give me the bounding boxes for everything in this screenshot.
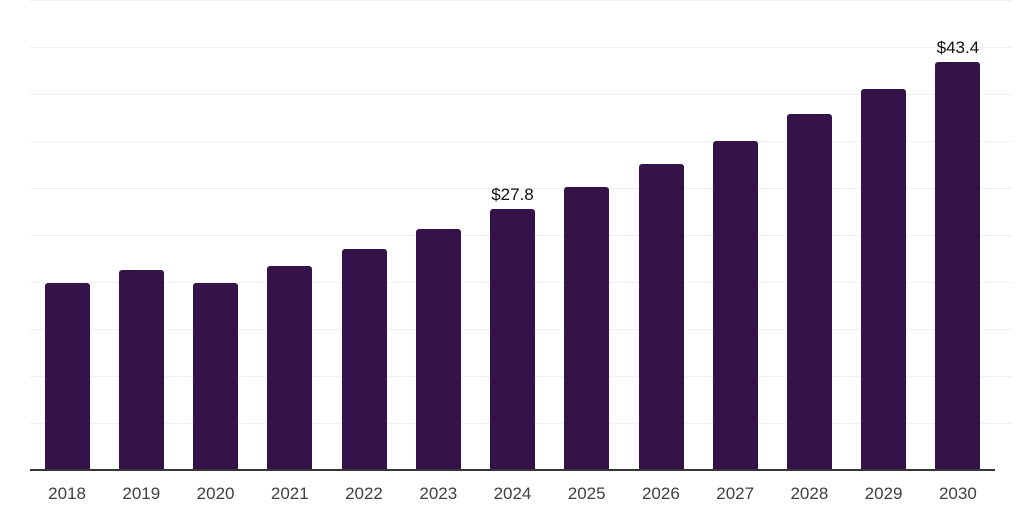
gridline — [30, 0, 1012, 1]
x-tick-label-2029: 2029 — [864, 484, 903, 503]
gridline — [30, 188, 1012, 189]
bar-2027 — [712, 141, 758, 470]
x-tick-label-2026: 2026 — [641, 484, 680, 503]
x-tick-label-2024: 2024 — [493, 484, 532, 503]
x-tick-label-2020: 2020 — [196, 484, 235, 503]
x-tick-label-2022: 2022 — [345, 484, 383, 503]
gridline — [30, 94, 1012, 95]
gridline — [30, 141, 1012, 142]
x-tick-label-2027: 2027 — [716, 484, 755, 503]
data-label-2024: $27.8 — [491, 184, 534, 204]
x-tick-label-2019: 2019 — [122, 484, 161, 503]
bar-2028 — [786, 113, 832, 470]
x-tick-label-2023: 2023 — [419, 484, 458, 503]
x-tick-label-2025: 2025 — [567, 484, 606, 503]
x-axis-line — [30, 469, 995, 471]
bar-2026 — [638, 163, 684, 470]
bar-2024 — [490, 208, 535, 470]
x-tick-label-2021: 2021 — [270, 484, 309, 503]
x-tick-label-2018: 2018 — [48, 484, 86, 503]
bar-2022 — [341, 249, 387, 470]
x-tick-label-2028: 2028 — [790, 484, 829, 503]
bar-2020 — [193, 282, 239, 470]
bar-2029 — [861, 89, 907, 470]
data-label-2030: $43.4 — [936, 38, 980, 58]
bar-2025 — [564, 187, 610, 470]
bar-2018 — [44, 282, 90, 470]
bar-2030 — [935, 62, 981, 470]
bar-2021 — [267, 266, 313, 470]
bar-2023 — [415, 229, 461, 470]
gridline — [30, 47, 1012, 48]
x-tick-label-2030: 2030 — [938, 484, 977, 503]
bar-2019 — [118, 269, 164, 470]
